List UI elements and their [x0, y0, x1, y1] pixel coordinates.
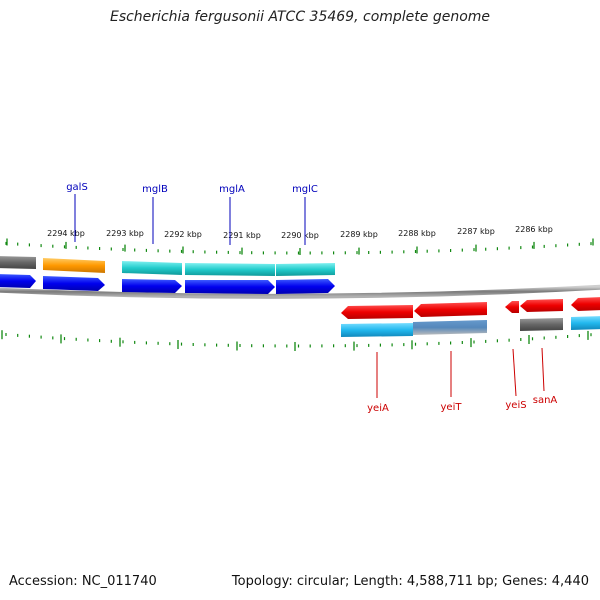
feature-bar-galS[interactable]	[43, 258, 105, 273]
bottom-tick-row	[1, 330, 592, 351]
accession-text: Accession: NC_011740	[9, 574, 157, 589]
forward-feature-track	[0, 256, 335, 276]
gene-label-yeiS[interactable]: yeiS	[505, 400, 526, 411]
tick-label: 2290 kbp	[281, 231, 319, 240]
reverse-cds-track	[341, 297, 600, 319]
feature-bar-mglC[interactable]	[276, 263, 335, 276]
tick-label: 2287 kbp	[457, 227, 495, 236]
cds-arrow-yeiA[interactable]	[341, 305, 413, 319]
feature-bar[interactable]	[0, 256, 36, 269]
cds-arrow-mglA[interactable]	[185, 280, 275, 294]
forward-gene-labels: galS mglB mglA mglC	[66, 182, 318, 245]
feature-bar-yeiA[interactable]	[341, 323, 413, 337]
reverse-gene-labels: yeiA yeiT yeiS sanA	[367, 347, 558, 414]
tick-label: 2288 kbp	[398, 229, 436, 238]
reverse-feature-track	[341, 316, 600, 337]
gene-label-mglC[interactable]: mglC	[292, 184, 318, 195]
feature-bar[interactable]	[571, 316, 600, 330]
cds-arrow-galS[interactable]	[43, 276, 105, 291]
tick-label: 2291 kbp	[223, 231, 261, 240]
genome-backbone	[0, 284, 600, 299]
cds-arrow-yeiT[interactable]	[414, 302, 487, 317]
cds-arrow-mglC[interactable]	[276, 279, 335, 294]
forward-cds-track	[0, 274, 335, 294]
gene-label-yeiA[interactable]: yeiA	[367, 403, 389, 414]
gene-label-yeiT[interactable]: yeiT	[441, 402, 463, 413]
feature-bar-mglB[interactable]	[122, 261, 182, 275]
cds-arrow-sanA[interactable]	[520, 299, 563, 312]
feature-bar-yeiT[interactable]	[413, 320, 487, 335]
tick-label: 2286 kbp	[515, 225, 553, 234]
tick-label: 2289 kbp	[340, 230, 378, 239]
tick-label: 2294 kbp	[47, 229, 85, 238]
gene-label-sanA[interactable]: sanA	[533, 395, 558, 406]
gene-label-galS[interactable]: galS	[66, 182, 88, 193]
gene-label-mglB[interactable]: mglB	[142, 184, 168, 195]
cds-arrow-mglB[interactable]	[122, 279, 182, 293]
tick-label: 2293 kbp	[106, 229, 144, 238]
feature-bar-mglA[interactable]	[185, 263, 275, 276]
gene-label-mglA[interactable]: mglA	[219, 184, 245, 195]
tick-labels: 2294 kbp 2293 kbp 2292 kbp 2291 kbp 2290…	[47, 225, 553, 240]
tick-label: 2292 kbp	[164, 230, 202, 239]
cds-arrow[interactable]	[0, 274, 36, 288]
top-tick-row	[5, 238, 594, 255]
topology-text: Topology: circular; Length: 4,588,711 bp…	[231, 574, 589, 589]
genome-title: Escherichia fergusonii ATCC 35469, compl…	[109, 9, 491, 25]
cds-arrow-yeiS[interactable]	[505, 301, 519, 313]
cds-arrow[interactable]	[571, 297, 600, 311]
feature-bar-sanA[interactable]	[520, 318, 563, 331]
